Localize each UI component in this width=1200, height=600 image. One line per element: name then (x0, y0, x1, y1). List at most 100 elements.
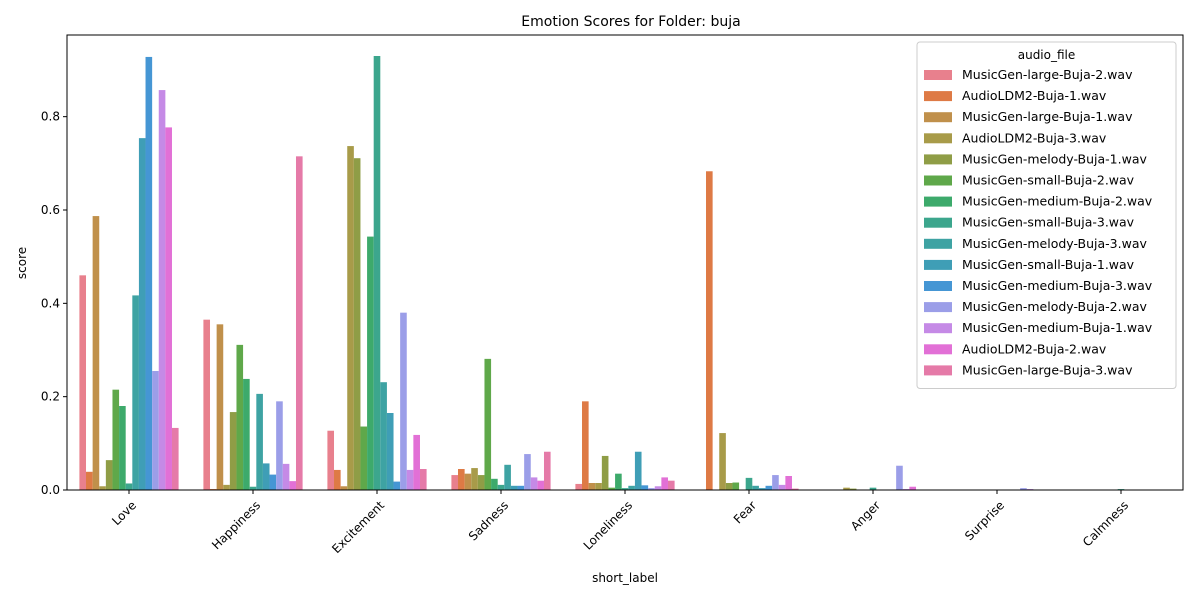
legend-swatch (924, 175, 952, 186)
bar (347, 146, 354, 490)
bar (719, 433, 726, 490)
bar (229, 412, 237, 490)
y-tick-label: 0.4 (41, 296, 60, 310)
bar (504, 464, 511, 490)
bar (458, 469, 465, 490)
bar (152, 371, 159, 490)
bar (648, 488, 655, 490)
x-tick-label: Loneliness (581, 498, 635, 552)
legend-label: MusicGen-melody-Buja-2.wav (962, 299, 1147, 314)
bar (327, 430, 335, 490)
bar (843, 487, 850, 490)
bar (367, 236, 374, 490)
bar (373, 56, 381, 490)
legend-title: audio_file (1018, 48, 1076, 62)
legend-label: MusicGen-medium-Buja-3.wav (962, 278, 1153, 293)
legend-label: MusicGen-melody-Buja-1.wav (962, 151, 1147, 166)
bar (765, 485, 773, 490)
legend-label: MusicGen-melody-Buja-3.wav (962, 236, 1147, 251)
legend-swatch (924, 217, 952, 228)
bar (621, 488, 629, 490)
bar (732, 482, 740, 490)
bar (419, 469, 427, 490)
legend-swatch (924, 154, 952, 165)
bar (537, 480, 544, 490)
legend-swatch (924, 196, 952, 207)
bar (484, 358, 492, 490)
x-tick-label: Sadness (466, 498, 511, 543)
bar (158, 90, 166, 490)
bar (497, 484, 505, 490)
bar (869, 487, 877, 490)
bar (249, 486, 257, 490)
bar (772, 475, 779, 490)
x-tick-label: Calmness (1080, 498, 1131, 549)
legend-label: MusicGen-large-Buja-2.wav (962, 67, 1133, 82)
bar (256, 393, 263, 490)
legend-swatch (924, 91, 952, 102)
bar (99, 486, 106, 490)
bar (778, 484, 786, 490)
legend-label: MusicGen-large-Buja-3.wav (962, 362, 1133, 377)
bar (491, 478, 498, 490)
bar (276, 401, 283, 490)
bar (849, 488, 857, 490)
bar (654, 486, 662, 490)
bar (785, 476, 792, 490)
bar (706, 171, 713, 490)
legend: audio_file MusicGen-large-Buja-2.wav Audio… (916, 41, 1177, 389)
legend-label: MusicGen-small-Buja-1.wav (962, 257, 1135, 272)
bar (909, 486, 916, 490)
bar (725, 483, 733, 490)
y-tick-label: 0.6 (41, 203, 60, 217)
legend-label: AudioLDM2-Buja-2.wav (962, 341, 1107, 356)
bars-group (79, 56, 1125, 491)
legend-label: AudioLDM2-Buja-1.wav (962, 88, 1107, 103)
legend-label: AudioLDM2-Buja-3.wav (962, 130, 1107, 145)
bar (595, 483, 602, 490)
bar (524, 454, 531, 490)
legend-label: MusicGen-medium-Buja-2.wav (962, 194, 1153, 209)
bar (223, 484, 230, 490)
bar (667, 480, 675, 490)
bar (530, 477, 538, 490)
bar (340, 486, 348, 490)
bar (413, 434, 420, 490)
bar (543, 451, 551, 490)
legend-swatch (924, 259, 952, 270)
legend-frame (916, 41, 1177, 389)
bar (79, 275, 87, 490)
legend-label: MusicGen-large-Buja-1.wav (962, 109, 1133, 124)
x-tick-label: Anger (848, 498, 883, 533)
legend-swatch (924, 133, 952, 144)
legend-swatch (924, 323, 952, 334)
bar (138, 138, 146, 490)
bar (360, 426, 368, 490)
y-tick-label: 0.2 (41, 390, 60, 404)
bar (112, 389, 120, 490)
legend-swatch (924, 344, 952, 355)
bar (269, 474, 277, 490)
bar (289, 481, 296, 490)
bar (86, 471, 93, 490)
bar (1020, 488, 1027, 490)
bar (145, 56, 153, 491)
bar (400, 312, 407, 490)
legend-label: MusicGen-medium-Buja-1.wav (962, 320, 1153, 335)
legend-swatch (924, 112, 952, 123)
x-tick-label: Love (109, 498, 139, 528)
bar (641, 485, 649, 490)
bar (295, 156, 303, 490)
legend-label: MusicGen-small-Buja-2.wav (962, 173, 1135, 188)
bar (791, 488, 799, 490)
bar (451, 475, 459, 490)
legend-swatch (924, 365, 952, 376)
bar (615, 473, 622, 490)
bar (165, 127, 172, 491)
bar (406, 469, 414, 490)
bar (92, 216, 100, 490)
bar (477, 475, 485, 490)
bar (628, 485, 635, 490)
bar (510, 485, 518, 490)
